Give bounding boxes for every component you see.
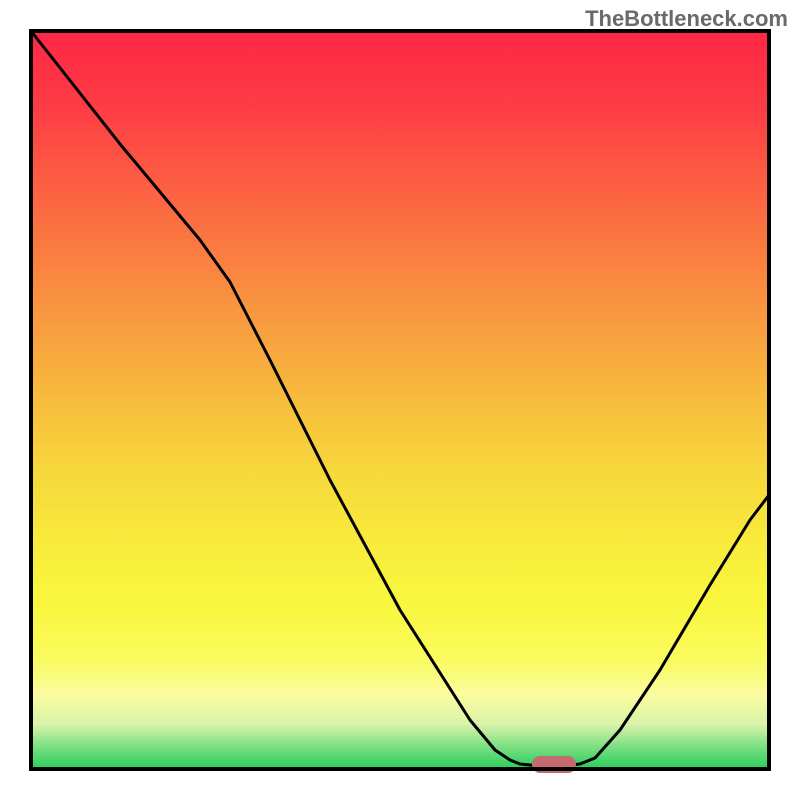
plot-background (31, 31, 769, 769)
chart-container: TheBottleneck.com (0, 0, 800, 800)
chart-svg (0, 0, 800, 800)
watermark-text: TheBottleneck.com (585, 6, 788, 32)
